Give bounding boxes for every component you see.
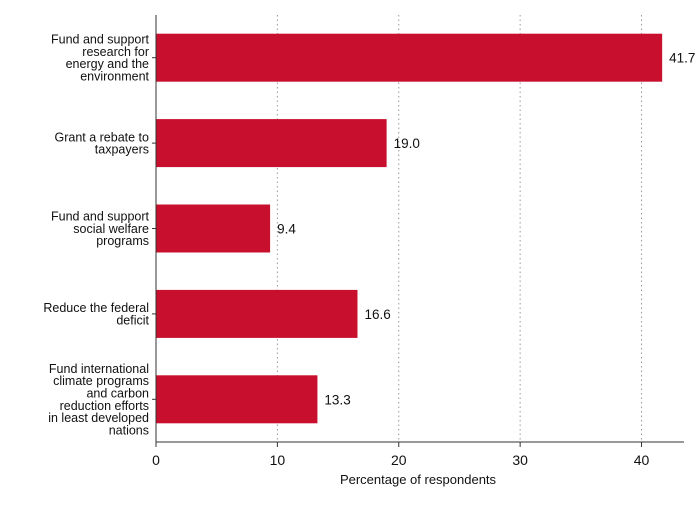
y-tick-label-line: taxpayers xyxy=(95,143,149,157)
y-tick-label-line: in least developed xyxy=(48,411,149,425)
y-tick-label: Grant a rebate to taxpayers xyxy=(54,130,149,156)
y-tick-label-line: energy and the xyxy=(66,57,149,71)
data-labels: 41.7 19.0 9.4 16.6 13.3 xyxy=(277,51,695,408)
bar-value-label: 9.4 xyxy=(277,222,296,237)
bar xyxy=(156,289,358,338)
grid-lines xyxy=(276,15,643,442)
y-tick-label: Fund and support social welfare programs xyxy=(51,210,150,249)
y-tick-label-line: programs xyxy=(96,234,149,248)
bar xyxy=(156,375,318,424)
y-tick-label-line: Fund international xyxy=(49,362,149,376)
y-tick-label: Reduce the federal deficit xyxy=(43,301,149,327)
x-axis-title: Percentage of respondents xyxy=(340,472,497,487)
y-tick-label-line: nations xyxy=(109,423,149,437)
bar-value-label: 16.6 xyxy=(364,307,390,322)
x-tick-label: 30 xyxy=(512,452,528,468)
y-tick-label-line: deficit xyxy=(116,313,149,327)
bar xyxy=(156,204,271,253)
y-tick-label-line: climate programs xyxy=(53,374,149,388)
bar xyxy=(156,119,387,168)
bars xyxy=(156,33,663,424)
bar-value-label: 19.0 xyxy=(394,136,420,151)
bar-value-label: 13.3 xyxy=(324,392,350,407)
x-tick-label: 10 xyxy=(270,452,286,468)
x-tick-labels: 0 10 20 30 40 xyxy=(152,442,650,468)
x-tick-label: 0 xyxy=(152,452,160,468)
y-tick-label: Fund international climate programs and ca… xyxy=(48,362,149,438)
y-tick-label-line: and carbon xyxy=(86,387,149,401)
x-tick-label: 20 xyxy=(391,452,407,468)
bar-value-label: 41.7 xyxy=(669,51,695,66)
y-tick-labels: Fund and support research for energy and t… xyxy=(43,33,156,438)
y-tick-label-line: environment xyxy=(80,70,149,84)
y-tick-label-line: Reduce the federal xyxy=(43,301,149,315)
y-tick-label-line: Grant a rebate to xyxy=(54,130,149,144)
x-tick-label: 40 xyxy=(634,452,650,468)
y-tick-label: Fund and support research for energy and t… xyxy=(51,33,150,84)
y-tick-label-line: reduction efforts xyxy=(60,399,149,413)
y-tick-label-line: research for xyxy=(82,45,149,59)
bar xyxy=(156,33,663,82)
y-tick-label-line: Fund and support xyxy=(51,33,150,47)
y-tick-label-line: Fund and support xyxy=(51,210,150,224)
y-tick-label-line: social welfare xyxy=(73,222,149,236)
